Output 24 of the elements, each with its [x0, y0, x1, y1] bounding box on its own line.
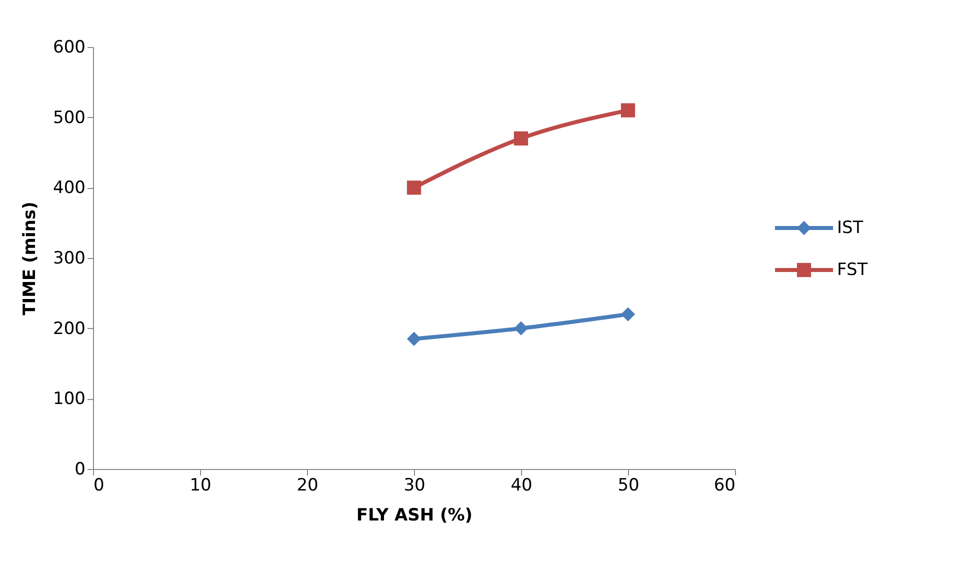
y-tick-label: 400 — [53, 178, 86, 198]
legend-label: IST — [837, 218, 864, 238]
x-tick-label: 30 — [404, 476, 426, 496]
legend-label: FST — [837, 260, 868, 280]
point — [514, 321, 528, 336]
point — [620, 103, 636, 118]
point — [406, 332, 422, 346]
x-tick-label: 0 — [94, 476, 104, 496]
y-tick-label: 600 — [53, 38, 86, 58]
point — [514, 131, 528, 146]
point — [620, 307, 636, 322]
y-tick-label: 0 — [74, 460, 86, 480]
x-axis-title: FLY ASH (%) — [356, 506, 473, 526]
x-tick-label: 50 — [618, 476, 640, 496]
point — [406, 180, 422, 195]
y-tick-label: 300 — [53, 248, 86, 268]
x-tick-label: 60 — [714, 476, 736, 496]
x-tick-label: 10 — [190, 476, 212, 496]
y-tick-label: 200 — [53, 318, 86, 339]
y-tick-label: 500 — [53, 108, 86, 128]
x-tick-label: 40 — [510, 476, 532, 496]
y-tick-label: 100 — [53, 389, 86, 410]
x-tick-label: 20 — [296, 476, 318, 496]
y-axis-title: TIME (mins) — [20, 202, 40, 316]
